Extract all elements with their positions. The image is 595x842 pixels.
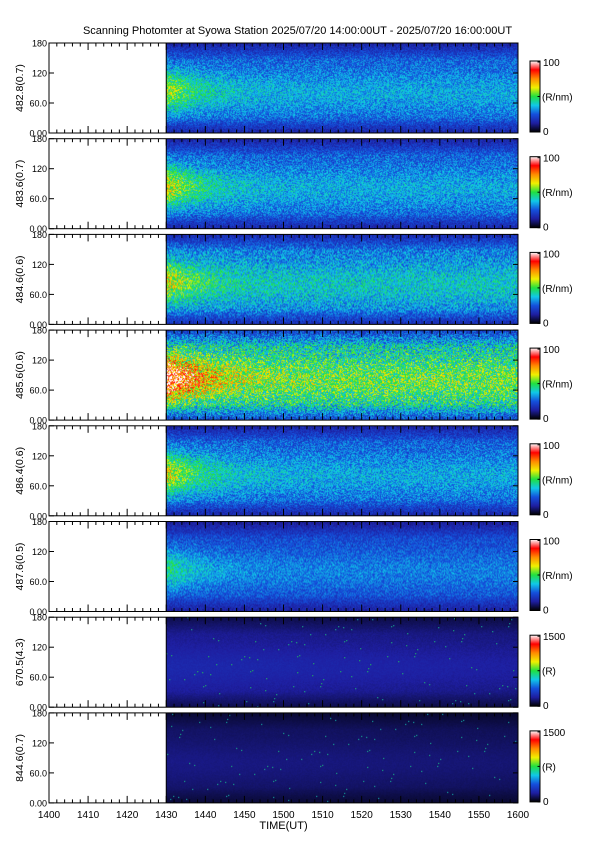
heatmap-image [166,43,519,133]
y-tick-label: 120 [32,260,47,270]
x-axis-label: TIME(UT) [259,820,307,832]
colorbar-max: 100 [543,154,560,165]
y-tick-label: 120 [32,69,47,79]
panel-label: 670.5(4.3) [14,638,26,686]
x-tick-label: 1540 [429,810,452,821]
heatmap-image [166,617,519,708]
colorbar-min: 0 [543,414,549,425]
chart-title: Scanning Photomter at Syowa Station 2025… [82,25,513,37]
heatmap-image [166,712,519,803]
y-tick-label: 60.0 [29,290,47,300]
y-tick-label: 60.0 [29,481,47,491]
x-tick-label: 1550 [468,810,491,821]
y-tick-label: 180 [32,613,47,623]
colorbar-unit: (R/nm) [542,380,573,391]
panel-label: 485.6(0.6) [14,351,26,399]
colorbar-min: 0 [543,318,549,329]
y-tick-label: 180 [32,326,47,336]
x-tick-label: 1520 [351,810,374,821]
y-tick-label: 0.00 [29,224,47,234]
x-tick-label: 1400 [38,810,61,821]
x-tick-label: 1450 [233,810,256,821]
y-tick-label: 60.0 [29,386,47,396]
y-tick-label: 180 [32,708,47,718]
colorbar-unit: (R) [542,762,556,773]
colorbar-max: 1500 [543,728,566,739]
y-tick-label: 60.0 [29,577,47,587]
heatmap-image [166,330,519,421]
y-tick-label: 60.0 [29,673,47,683]
heatmap-image [166,234,519,325]
colorbar-min: 0 [543,510,549,521]
heatmap-image [166,425,519,516]
colorbar-unit: (R) [542,667,556,678]
x-tick-label: 1410 [77,810,100,821]
y-tick-label: 120 [32,451,47,461]
y-tick-label: 0.00 [29,416,47,426]
y-tick-label: 180 [32,134,47,144]
x-tick-label: 1510 [311,810,334,821]
panel-label: 487.6(0.5) [14,543,26,591]
y-tick-label: 60.0 [29,99,47,109]
y-tick-label: 120 [32,356,47,366]
colorbar-unit: (R/nm) [542,284,573,295]
colorbar-min: 0 [543,127,549,138]
panel-label: 486.4(0.6) [14,447,26,495]
y-tick-label: 180 [32,421,47,431]
x-tick-label: 1440 [194,810,217,821]
y-tick-label: 120 [32,643,47,653]
colorbar-max: 100 [543,537,560,548]
y-tick-label: 60.0 [29,194,47,204]
y-tick-label: 0.00 [29,129,47,139]
colorbar-min: 0 [543,606,549,617]
x-tick-label: 1600 [507,810,530,821]
x-tick-label: 1530 [390,810,413,821]
panel-label: 484.6(0.6) [14,255,26,303]
y-tick-label: 0.00 [29,320,47,330]
y-tick-label: 180 [32,230,47,240]
colorbar-max: 100 [543,441,560,452]
heatmap-image [166,138,519,229]
panel-label: 482.8(0.7) [14,64,26,112]
colorbar-max: 100 [543,58,560,69]
colorbar-min: 0 [543,797,549,808]
y-tick-label: 60.0 [29,768,47,778]
panel-label: 844.6(0.7) [14,734,26,782]
x-tick-label: 1420 [116,810,139,821]
colorbar-max: 1500 [543,632,566,643]
colorbar-max: 100 [543,345,560,356]
y-tick-label: 0.00 [29,703,47,713]
colorbar-max: 100 [543,249,560,260]
colorbar-unit: (R/nm) [542,475,573,486]
colorbar-unit: (R/nm) [542,571,573,582]
y-tick-label: 120 [32,547,47,557]
colorbar-unit: (R/nm) [542,93,573,104]
colorbar-min: 0 [543,701,549,712]
y-tick-label: 0.00 [29,607,47,617]
y-tick-label: 180 [32,517,47,527]
x-tick-label: 1500 [272,810,295,821]
heatmap-image [166,521,519,612]
y-tick-label: 180 [32,39,47,49]
y-tick-label: 0.00 [29,511,47,521]
y-tick-label: 120 [32,164,47,174]
colorbar-unit: (R/nm) [542,188,573,199]
x-tick-label: 1430 [155,810,178,821]
colorbar-min: 0 [543,223,549,234]
y-tick-label: 0.00 [29,798,47,808]
y-tick-label: 120 [32,738,47,748]
panel-label: 483.6(0.7) [14,160,26,208]
